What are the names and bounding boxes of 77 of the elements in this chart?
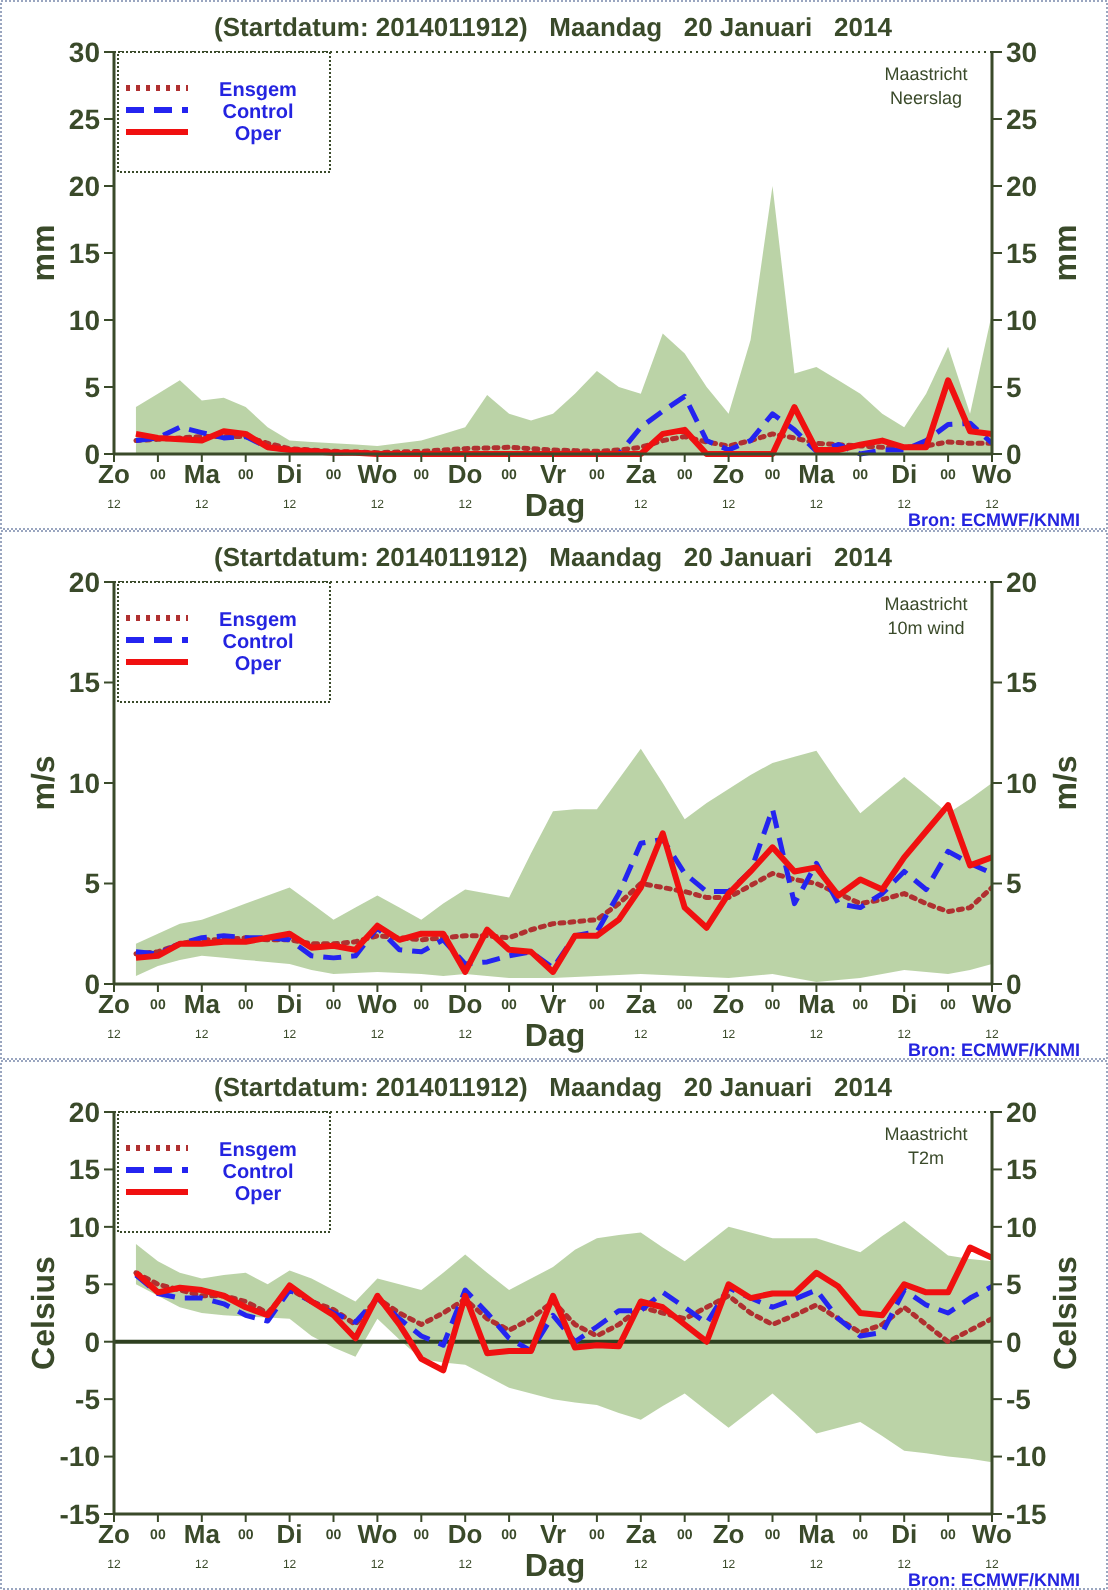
y-tick-label: 10 — [68, 303, 101, 336]
y2-tick-label: -5 — [1006, 1382, 1032, 1415]
y-axis-title: m/s — [28, 755, 62, 811]
y-tick-label: 5 — [84, 370, 101, 403]
chart-title: (Startdatum: 2014011912) Maandag 20 Januari 2014 — [214, 1072, 894, 1102]
y2-tick-label: 30 — [1006, 35, 1038, 68]
legend-label: Oper — [234, 654, 282, 676]
annotation: Maastricht — [884, 64, 969, 84]
y-tick-label: 5 — [84, 1268, 101, 1301]
annotation: Neerslag — [889, 88, 963, 108]
y2-tick-label: 15 — [1006, 1153, 1038, 1186]
y2-tick-label: 0 — [1006, 437, 1022, 470]
annotation: T2m — [908, 1148, 944, 1168]
y-tick-label: 30 — [68, 35, 101, 68]
y-tick-label: -5 — [75, 1382, 101, 1415]
y2-tick-label: 5 — [1006, 1268, 1022, 1301]
y2-tick-label: 20 — [1006, 565, 1038, 598]
text: Bron: ECMWF/KNMI — [908, 1040, 1080, 1060]
y2-tick-label: 10 — [1006, 1210, 1038, 1243]
x-tick-label: Vr — [539, 989, 567, 1020]
y2-axis-title: mm — [1050, 224, 1084, 282]
line-series — [133, 431, 992, 456]
x-axis-title: Dag — [524, 490, 586, 524]
y2-tick-label: 20 — [1006, 169, 1038, 202]
y-tick-label: 15 — [68, 666, 101, 699]
y2-tick-label: 5 — [1006, 370, 1022, 403]
y2-tick-label: -10 — [1006, 1440, 1047, 1473]
y2-tick-label: 10 — [1006, 303, 1038, 336]
legend-label: Ensgem — [219, 610, 298, 632]
y-tick-label: 10 — [68, 766, 101, 799]
y-tick-label: 0 — [84, 437, 101, 470]
legend-label: Oper — [234, 124, 282, 146]
text: Bron: ECMWF/KNMI — [908, 1570, 1080, 1590]
y-tick-label: 20 — [68, 169, 101, 202]
annotation: Maastricht — [884, 1124, 969, 1144]
y2-tick-label: 15 — [1006, 666, 1038, 699]
y2-tick-label: 0 — [1006, 1325, 1022, 1358]
x-tick-label: Vr — [539, 1519, 567, 1550]
line-series — [132, 377, 992, 457]
legend-label: Control — [222, 632, 294, 654]
y-tick-label: 5 — [84, 867, 101, 900]
y2-tick-label: 15 — [1006, 236, 1038, 269]
y-tick-label: 20 — [68, 1095, 101, 1128]
text: Bron: ECMWF/KNMI — [908, 510, 1080, 530]
y2-tick-label: 10 — [1006, 766, 1038, 799]
y2-tick-label: 20 — [1006, 1095, 1038, 1128]
chart-title: (Startdatum: 2014011912) Maandag 20 Januari 2014 — [214, 542, 894, 572]
chart-title: (Startdatum: 2014011912) Maandag 20 Januari 2014 — [214, 12, 894, 42]
x-tick-label: Vr — [539, 459, 567, 490]
y2-axis-title: m/s — [1050, 755, 1084, 811]
annotation: 10m wind — [887, 618, 965, 638]
x-axis-title: Dag — [524, 1550, 586, 1584]
y-tick-label: -15 — [59, 1497, 101, 1530]
y2-tick-label: -15 — [1006, 1497, 1047, 1530]
y-tick-label: 15 — [68, 1153, 101, 1186]
legend-label: Ensgem — [219, 1140, 298, 1162]
legend-label: Oper — [234, 1184, 282, 1206]
legend-label: Control — [222, 1162, 294, 1184]
y-axis-title: mm — [28, 224, 62, 282]
line-series — [132, 1244, 992, 1374]
y-tick-label: 0 — [84, 967, 101, 1000]
annotation: Maastricht — [884, 594, 969, 614]
legend-label: Control — [222, 102, 294, 124]
y-tick-label: 10 — [68, 1210, 101, 1243]
y2-tick-label: 0 — [1006, 967, 1022, 1000]
y-tick-label: 20 — [68, 565, 101, 598]
y-tick-label: 15 — [68, 236, 101, 269]
x-axis-title: Dag — [524, 1020, 586, 1054]
line-series — [133, 870, 992, 957]
y-axis-title: Celsius — [28, 1255, 62, 1370]
y2-tick-label: 25 — [1006, 102, 1038, 135]
y-tick-label: -10 — [59, 1440, 101, 1473]
y2-tick-label: 5 — [1006, 867, 1022, 900]
y-tick-label: 25 — [68, 102, 101, 135]
y2-axis-title: Celsius — [1050, 1255, 1084, 1370]
legend-label: Ensgem — [219, 80, 298, 102]
y-tick-label: 0 — [84, 1325, 101, 1358]
